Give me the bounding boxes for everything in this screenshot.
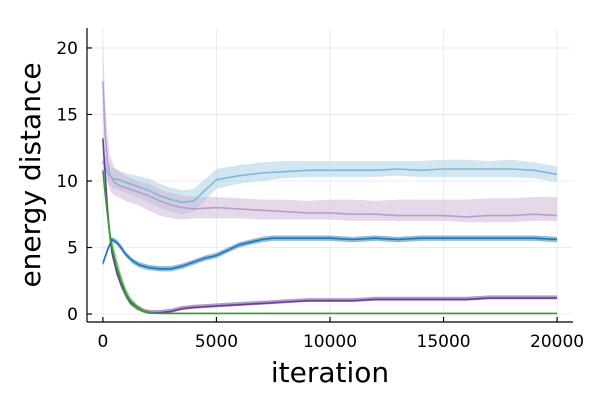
series-lines [102,81,558,315]
x-axis-label: iteration [271,356,389,389]
x-tick-label: 5000 [195,332,238,352]
y-tick-label: 0 [67,305,78,325]
x-tick-label: 0 [97,332,108,352]
series-4-band [102,133,558,314]
y-tick-label: 15 [56,105,78,125]
tick-labels: 0 5000 10000 15000 20000 0 5 10 15 20 [56,39,584,352]
x-tick-label: 15000 [417,332,471,352]
series-3-line [102,237,558,270]
y-axis-label: energy distance [14,62,47,287]
series-1-line [102,160,558,204]
y-tick-label: 5 [67,239,78,259]
x-tick-label: 20000 [530,332,584,352]
series-2-band [102,40,558,223]
series-2-line [102,81,558,218]
axes [86,28,573,323]
series-4-line [102,138,558,314]
series-1-band [102,149,558,215]
y-tick-label: 10 [56,172,78,192]
x-tick-label: 10000 [303,332,357,352]
series-5-line [102,170,558,315]
y-tick-label: 20 [56,39,78,59]
